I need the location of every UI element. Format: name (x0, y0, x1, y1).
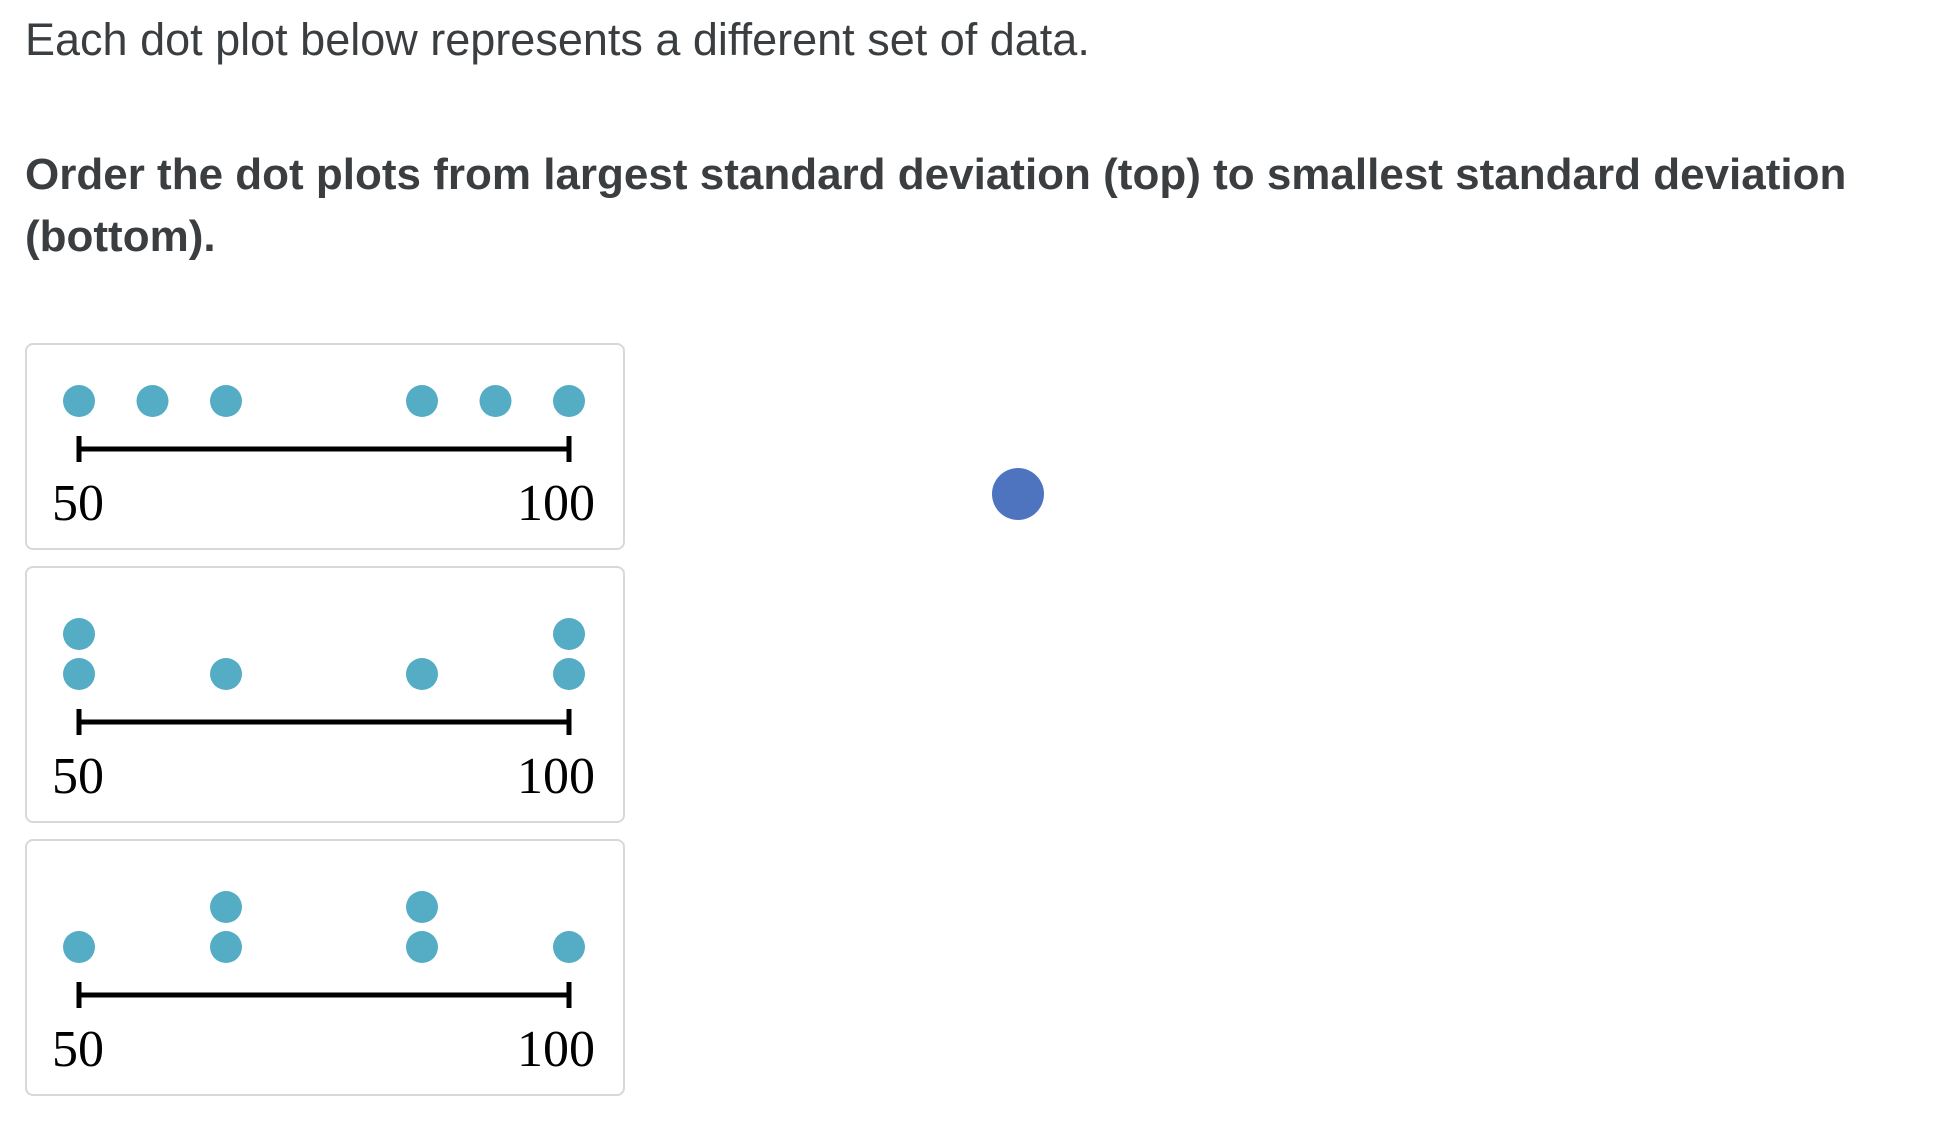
data-dot (553, 385, 585, 417)
tick-label-min: 50 (52, 475, 104, 532)
tick-label-min: 50 (52, 748, 104, 805)
data-dot (63, 618, 95, 650)
question-prompt: Order the dot plots from largest standar… (25, 150, 1847, 261)
dot-plot-card-2[interactable]: 50 100 (25, 566, 625, 823)
tick-label-max: 100 (517, 475, 595, 532)
data-dot (406, 891, 438, 923)
data-dot (406, 385, 438, 417)
data-dot (210, 385, 242, 417)
tick-label-min: 50 (52, 1021, 104, 1078)
intro-text: Each dot plot below represents a differe… (25, 14, 1090, 65)
tick-label-max: 100 (517, 748, 595, 805)
dot-plot-1: 50 100 (52, 385, 595, 532)
data-dot (210, 891, 242, 923)
data-dot (406, 931, 438, 963)
dot-plot-card-1[interactable]: 50 100 (25, 343, 625, 550)
data-dot (406, 658, 438, 690)
data-dot (63, 658, 95, 690)
data-dot (553, 658, 585, 690)
dot-plot-card-3[interactable]: 50 100 (25, 839, 625, 1096)
data-dot (210, 931, 242, 963)
data-dot (553, 618, 585, 650)
data-dot (553, 931, 585, 963)
drag-cursor-dot (992, 468, 1044, 520)
sortable-dot-plot-list: 50 100 50 100 50 100 (25, 343, 625, 1112)
dot-plot-3: 50 100 (52, 891, 595, 1078)
tick-label-max: 100 (517, 1021, 595, 1078)
data-dot (136, 385, 169, 417)
data-dot (63, 385, 95, 417)
data-dot (63, 931, 95, 963)
dot-plot-2: 50 100 (52, 618, 595, 805)
data-dot (479, 385, 512, 417)
data-dot (210, 658, 242, 690)
